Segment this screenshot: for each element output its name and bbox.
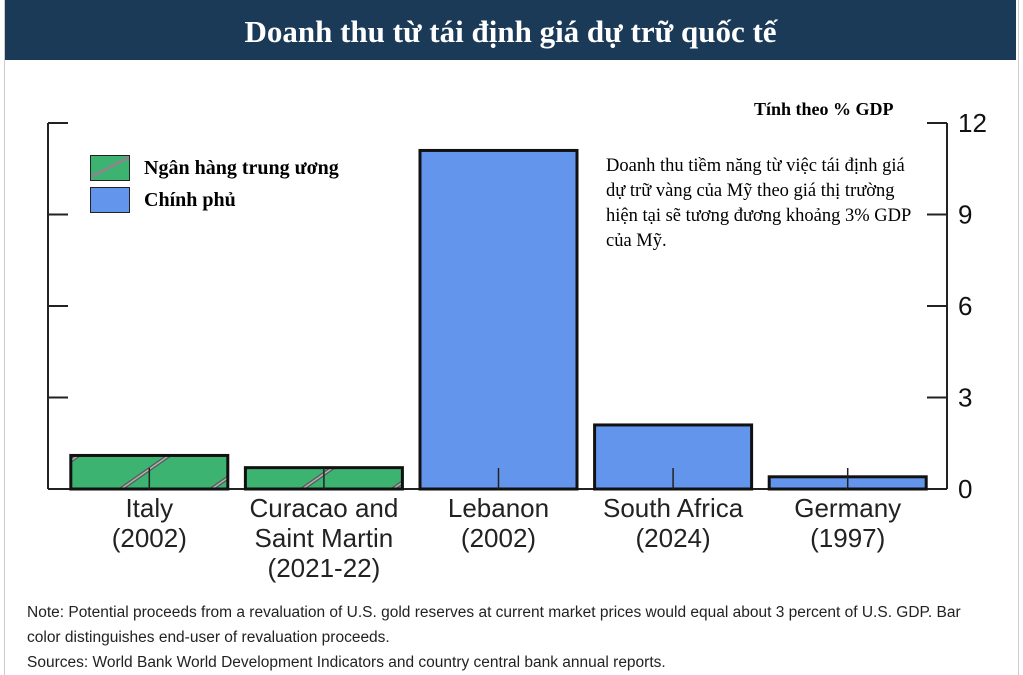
x-tick-label: Curacao and xyxy=(249,493,398,523)
y-tick-label: 3 xyxy=(958,383,972,413)
footnotes: Note: Potential proceeds from a revaluat… xyxy=(27,600,987,675)
annotation: Doanh thu tiềm năng từ việc tái định giá… xyxy=(606,156,911,251)
chart-frame xyxy=(4,0,1019,675)
x-tick-label: Lebanon xyxy=(448,493,549,523)
x-tick-label: (2002) xyxy=(461,523,536,553)
y-tick-label: 6 xyxy=(958,291,972,321)
legend-label: Ngân hàng trung ương xyxy=(144,156,339,179)
x-tick-label: (2021-22) xyxy=(268,553,381,583)
y-tick-label: 12 xyxy=(958,108,987,138)
y-axis-label: Tính theo % GDP xyxy=(754,99,894,119)
bar xyxy=(593,423,754,491)
note-text: Note: Potential proceeds from a revaluat… xyxy=(27,604,961,646)
chart-title: Doanh thu từ tái định giá dự trữ quốc tế xyxy=(5,0,1016,60)
legend-swatch-government xyxy=(90,187,130,213)
bar xyxy=(418,148,579,491)
legend-swatch-central-bank xyxy=(90,155,130,181)
x-tick-label: Germany xyxy=(794,493,901,523)
x-tick-label: South Africa xyxy=(603,493,744,523)
y-tick-label: 0 xyxy=(958,474,972,504)
x-tick-label: (1997) xyxy=(810,523,885,553)
legend-label: Chính phủ xyxy=(144,188,236,211)
legend: Ngân hàng trung ương Chính phủ xyxy=(90,152,339,216)
x-tick-label: Saint Martin xyxy=(255,523,394,553)
y-tick-label: 9 xyxy=(958,200,972,230)
sources-text: Sources: World Bank World Development In… xyxy=(27,654,666,671)
x-tick-label: (2024) xyxy=(636,523,711,553)
x-tick-label: Italy xyxy=(125,493,173,523)
legend-item-central-bank: Ngân hàng trung ương xyxy=(90,152,339,184)
x-tick-label: (2002) xyxy=(112,523,187,553)
legend-item-government: Chính phủ xyxy=(90,184,339,216)
